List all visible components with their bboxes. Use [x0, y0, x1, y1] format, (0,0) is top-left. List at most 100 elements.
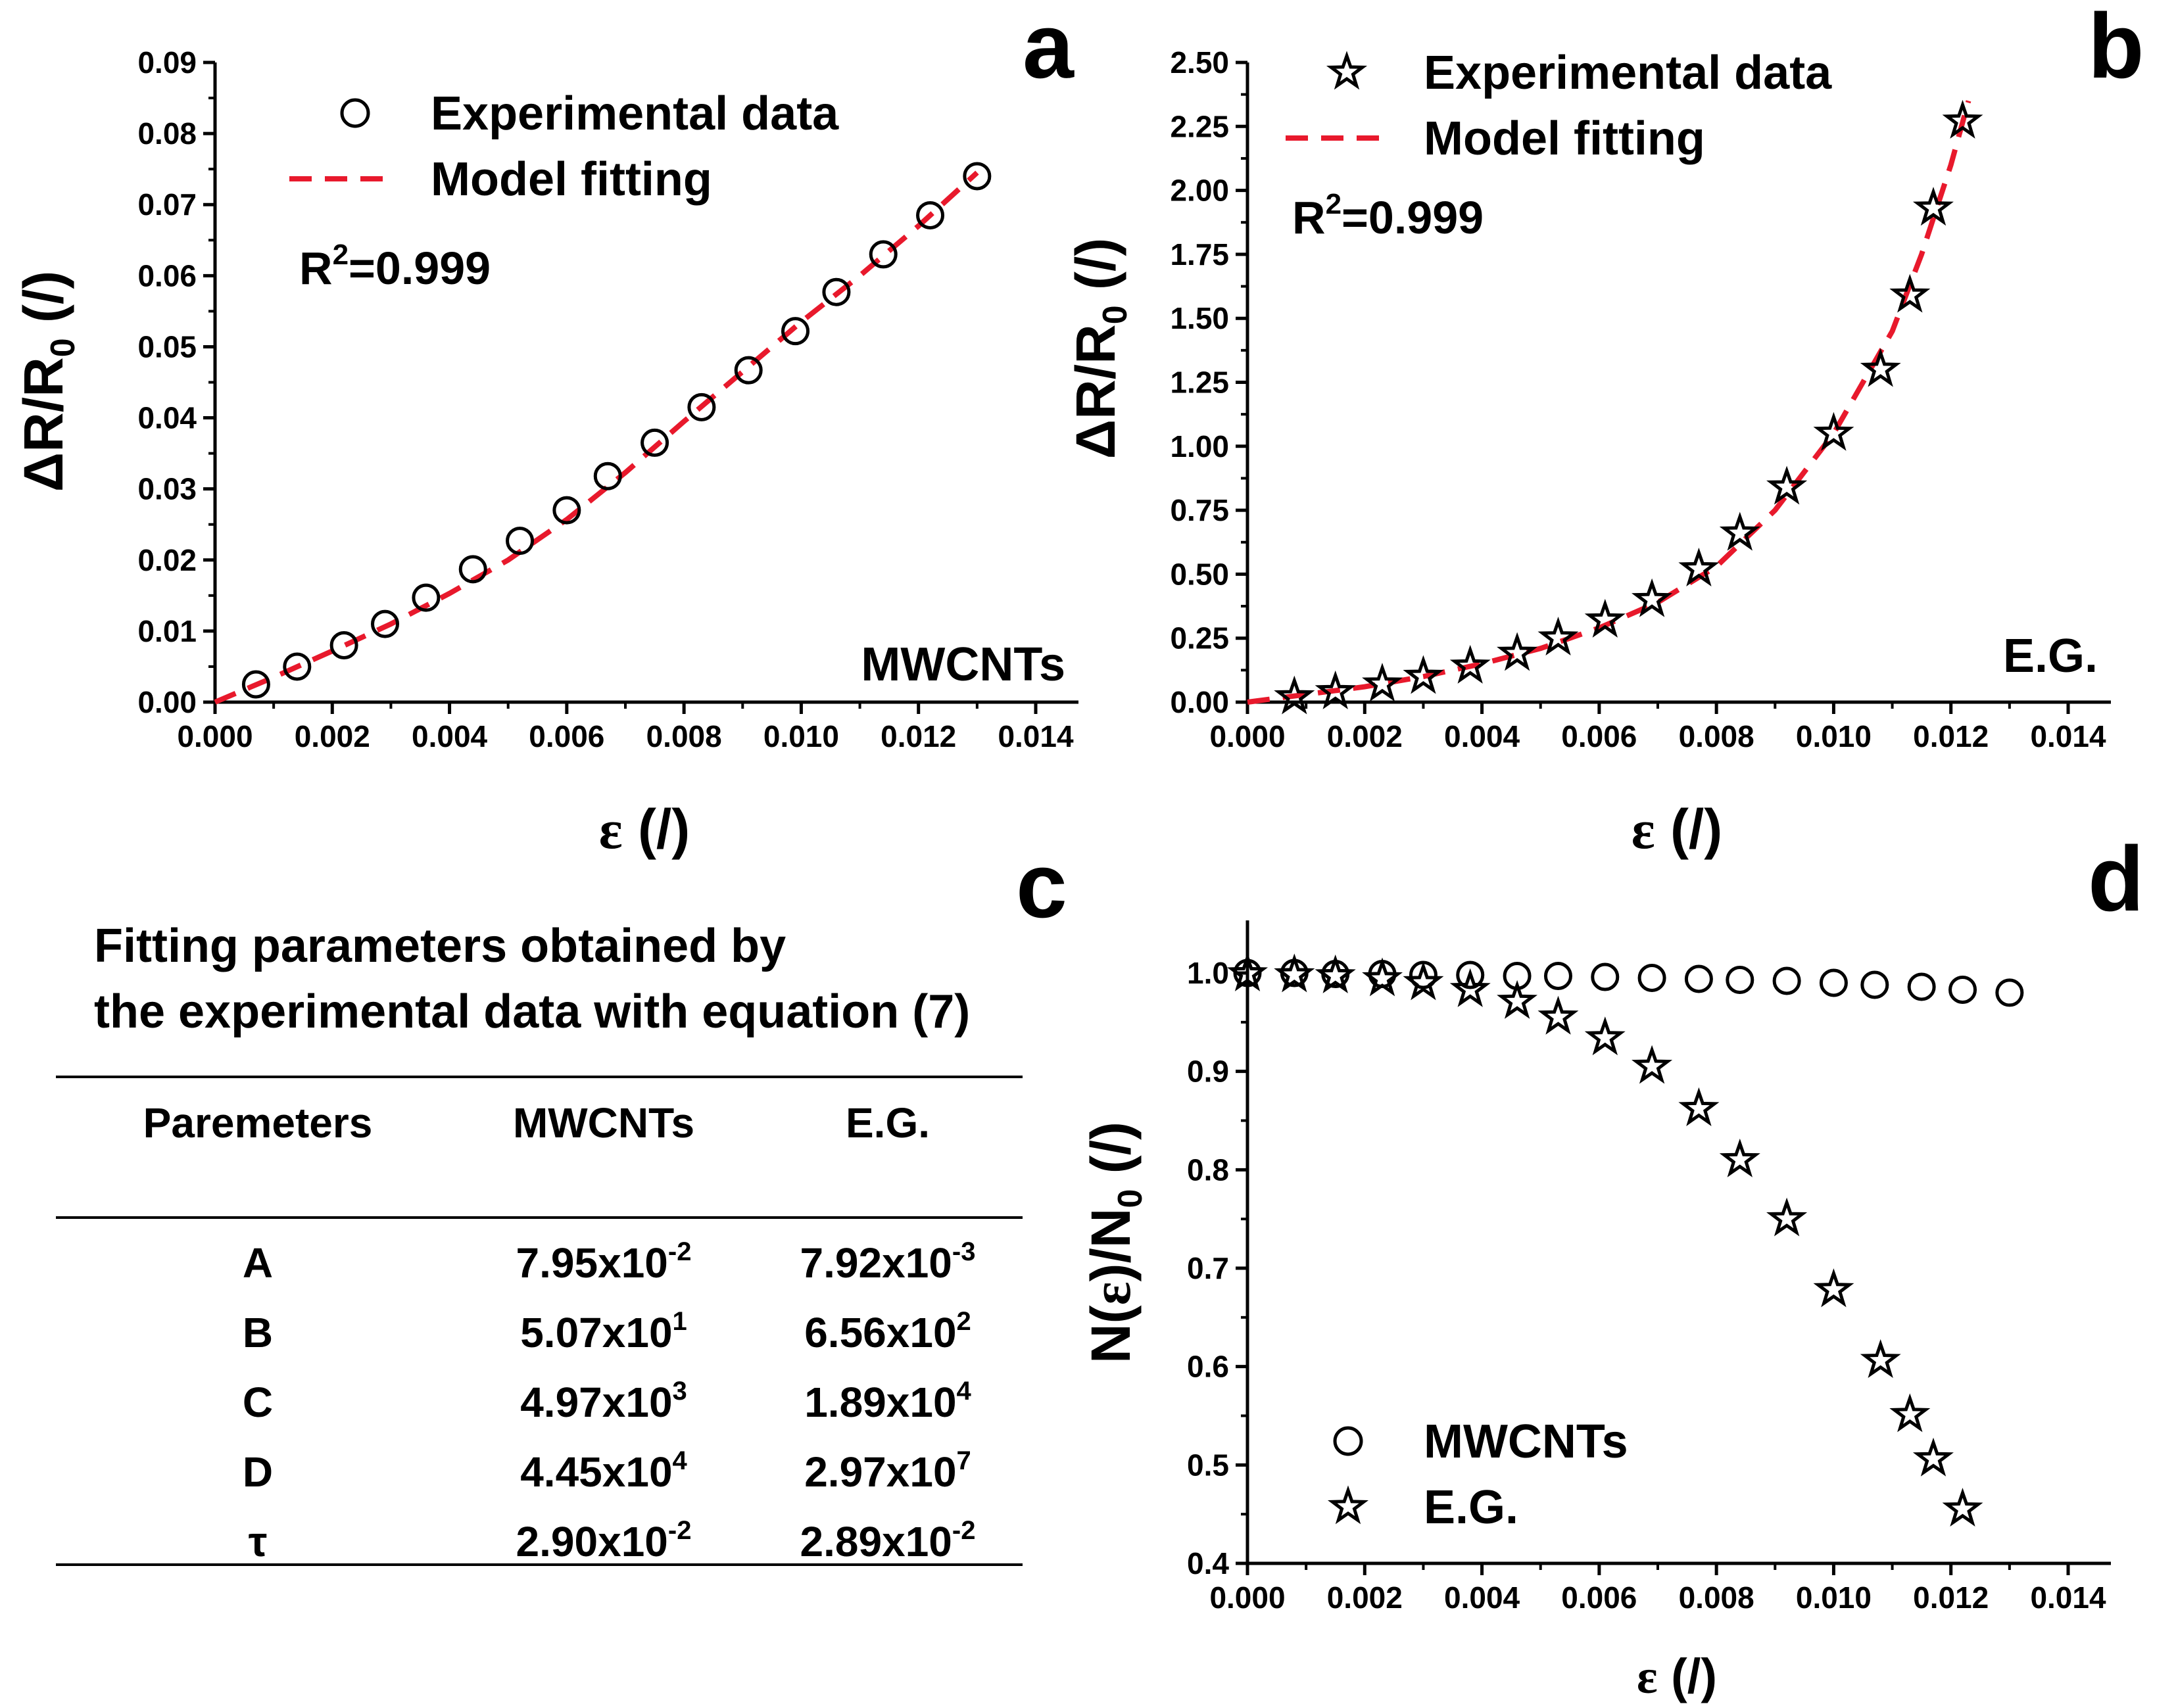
panel-d: d 0.000 0.002 0.004 0.006 0.008 0.010 0.012 0.0… — [1080, 827, 2144, 1704]
panel-b-legend-exp: Experimental data — [1424, 47, 1832, 99]
panel-b-data-point — [1719, 511, 1760, 551]
x-tick-label: 0.000 — [1209, 1580, 1285, 1615]
x-tick-label: 0.008 — [1679, 719, 1754, 753]
panel-b-data-point — [1942, 99, 1983, 139]
panel-c-letter: c — [1016, 834, 1067, 937]
panel-b-material-label: E.G. — [2003, 630, 2098, 682]
x-tick-label: 0.012 — [1913, 719, 1989, 753]
x-tick-label: 0.000 — [1209, 719, 1285, 753]
y-tick-label: 0.4 — [1187, 1546, 1229, 1580]
panel-b-legend-star-marker — [1326, 51, 1368, 90]
x-tick-label: 0.010 — [1796, 719, 1872, 753]
panel-b-data-point — [1274, 675, 1315, 715]
y-tick-label: 1.25 — [1170, 366, 1229, 400]
panel-d-eg-point — [1497, 980, 1538, 1019]
x-tick-label: 0.014 — [2030, 719, 2106, 753]
table-cell-eg: 1.89x104 — [804, 1377, 971, 1426]
y-tick-label: 0.05 — [137, 329, 197, 364]
table-header-mwcnts: MWCNTs — [513, 1099, 694, 1147]
y-tick-label: 0.5 — [1187, 1448, 1229, 1482]
y-tick-label: 0.6 — [1187, 1350, 1229, 1384]
panel-d-eg-point — [1678, 1087, 1720, 1126]
y-tick-label: 1.75 — [1170, 237, 1229, 272]
panel-a-data-point — [781, 317, 810, 346]
panel-d-eg-point — [1766, 1197, 1808, 1237]
table-rows: A 7.95x10-2 7.92x10-3 B 5.07x101 6.56x102 C 4.9… — [243, 1237, 976, 1565]
panel-b-data-point — [1537, 617, 1579, 656]
x-tick-label: 0.002 — [1327, 1580, 1403, 1615]
panel-d-eg-point — [1584, 1016, 1626, 1056]
panel-d-legend-star-marker — [1327, 1485, 1369, 1525]
panel-d-mwcnts-point — [1726, 965, 1754, 994]
panel-d-eg-point — [1362, 957, 1403, 997]
panel-d-eg-point — [1274, 953, 1315, 993]
panel-b: b 0.000 0.002 0.004 0.006 0.008 0.010 0.012 0.0… — [1065, 0, 2144, 861]
table-title-line2: the experimental data with equation (7) — [94, 985, 970, 1038]
y-tick-label: 0.9 — [1187, 1055, 1229, 1089]
panel-d-legend-mwcnts: MWCNTs — [1424, 1415, 1628, 1468]
panel-d-mwcnts-point — [1772, 966, 1801, 995]
panel-b-data-point — [1584, 598, 1626, 638]
panel-b-data-point — [1860, 348, 1901, 387]
x-tick-label: 0.014 — [998, 719, 1074, 753]
panel-b-data-point — [1315, 670, 1356, 709]
panel-d-eg-point — [1942, 1488, 1983, 1527]
table-cell-eg: 2.97x107 — [804, 1446, 971, 1496]
y-tick-label: 0.08 — [137, 116, 197, 151]
panel-d-mwcnts-point — [1907, 972, 1936, 1001]
panel-a-data-point — [552, 496, 581, 525]
x-tick-label: 0.004 — [1444, 1580, 1520, 1615]
y-tick-label: 0.8 — [1187, 1152, 1229, 1187]
panel-a-fit-group — [214, 170, 979, 705]
panel-d-mwcnts-point — [1819, 968, 1848, 997]
x-tick-label: 0.006 — [1561, 719, 1637, 753]
panel-a-data-point — [963, 162, 992, 191]
panel-a-data-point — [329, 631, 358, 660]
panel-a-data-point — [458, 555, 487, 584]
panel-d-ticks: 0.000 0.002 0.004 0.006 0.008 0.010 0.012 0.014… — [1187, 956, 2106, 1615]
table-header-params: Paremeters — [143, 1099, 373, 1147]
panel-d-eg-point — [1912, 1437, 1954, 1477]
table-cell-mwcnts: 4.97x103 — [520, 1377, 687, 1426]
panel-a-data-point — [412, 583, 441, 612]
y-tick-label: 0.25 — [1170, 621, 1229, 655]
x-tick-label: 0.000 — [177, 719, 253, 753]
panel-a-points — [241, 162, 992, 699]
panel-a-xlabel: ε (/) — [599, 798, 690, 861]
panel-a-legend-circle-marker — [340, 98, 370, 128]
panel-c: c Fitting parameters obtained by the exp… — [56, 834, 1067, 1566]
panel-b-points — [1274, 99, 1983, 715]
table-header-eg: E.G. — [846, 1099, 930, 1147]
x-tick-label: 0.006 — [529, 719, 604, 753]
table-title-line1: Fitting parameters obtained by — [94, 920, 786, 972]
panel-a-data-point — [687, 392, 716, 421]
panel-d-mwcnts-point — [1456, 961, 1485, 989]
panel-a-legend-fit: Model fitting — [431, 153, 712, 206]
panel-d-eg-point — [1860, 1339, 1901, 1379]
panel-a-legend-exp: Experimental data — [431, 87, 839, 140]
panel-a-data-point — [371, 609, 400, 638]
panel-d-mwcnts-point — [1860, 970, 1889, 999]
y-tick-label: 0.50 — [1170, 557, 1229, 591]
y-tick-label: 0.09 — [137, 45, 197, 80]
y-tick-label: 0.01 — [137, 614, 197, 648]
panel-d-mwcnts-point — [1591, 962, 1620, 991]
panel-d-mwcnts-point — [1543, 961, 1572, 990]
panel-d-eg-point — [1889, 1393, 1931, 1433]
panel-b-data-point — [1912, 187, 1954, 226]
panel-b-ylabel: ΔR/R0 (/) — [1065, 238, 1134, 460]
panel-d-legend-eg: E.G. — [1424, 1481, 1518, 1534]
panel-b-data-point — [1449, 644, 1491, 684]
panel-a-r2: R2=0.999 — [299, 239, 491, 294]
table-cell-mwcnts: 5.07x101 — [520, 1307, 687, 1356]
panel-a-data-point — [593, 462, 622, 490]
x-tick-label: 0.004 — [412, 719, 488, 753]
panel-b-data-point — [1403, 655, 1444, 694]
panel-b-data-point — [1497, 632, 1538, 671]
y-tick-label: 0.06 — [137, 258, 197, 293]
panel-b-legend-star — [1326, 51, 1368, 90]
panel-d-mwcnts-point — [1684, 964, 1713, 993]
table-cell-mwcnts: 7.95x10-2 — [516, 1237, 692, 1287]
panel-b-data-point — [1362, 663, 1403, 702]
